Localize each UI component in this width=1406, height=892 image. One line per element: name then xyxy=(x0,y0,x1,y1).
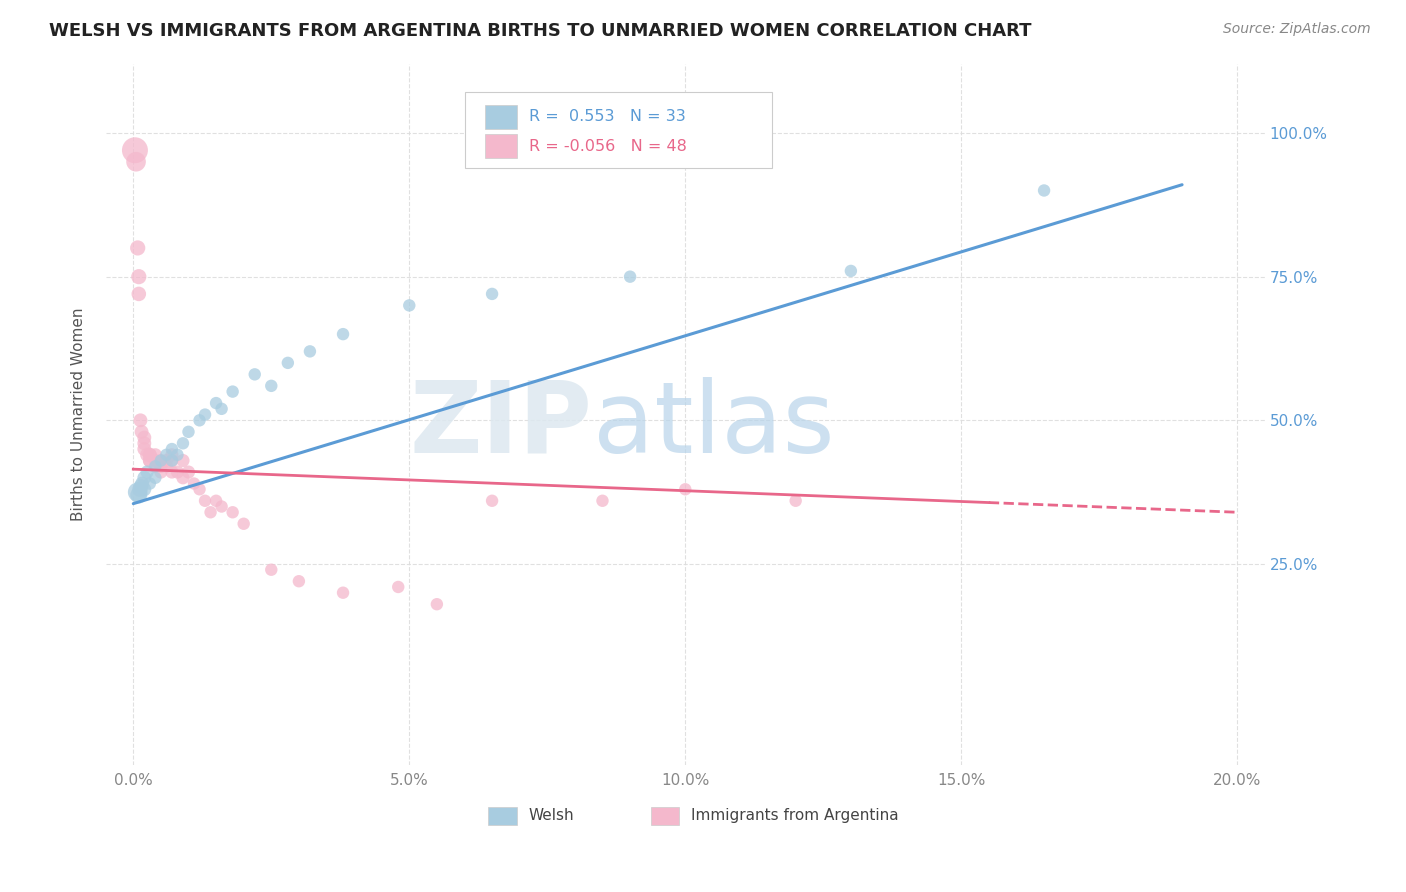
Point xyxy=(1033,184,1056,198)
Point xyxy=(134,442,156,456)
Point xyxy=(139,453,162,467)
Point xyxy=(149,453,172,467)
Point xyxy=(145,459,167,474)
Point xyxy=(172,453,194,467)
Point xyxy=(785,493,807,508)
Text: R = -0.056   N = 48: R = -0.056 N = 48 xyxy=(529,138,686,153)
Point xyxy=(200,505,222,519)
Point xyxy=(211,500,233,514)
Point xyxy=(134,471,156,485)
Bar xyxy=(651,807,679,825)
Point xyxy=(160,453,183,467)
Point xyxy=(145,459,167,474)
Point xyxy=(155,459,177,474)
Point xyxy=(619,269,641,284)
Point xyxy=(177,465,200,479)
Point xyxy=(139,476,162,491)
Point xyxy=(839,264,862,278)
Point xyxy=(139,448,162,462)
Text: ZIP: ZIP xyxy=(409,376,592,474)
Point xyxy=(232,516,254,531)
Point xyxy=(124,143,146,157)
Point xyxy=(221,505,243,519)
Bar xyxy=(485,134,517,158)
Point xyxy=(125,154,148,169)
Point xyxy=(149,459,172,474)
Point xyxy=(129,413,152,427)
Point xyxy=(160,442,183,456)
Point xyxy=(160,453,183,467)
Point xyxy=(481,493,503,508)
Point xyxy=(128,269,150,284)
Point xyxy=(194,493,217,508)
Point xyxy=(260,563,283,577)
Point xyxy=(426,597,449,611)
Point xyxy=(673,483,696,497)
FancyBboxPatch shape xyxy=(465,92,772,168)
Point xyxy=(134,483,156,497)
Text: Immigrants from Argentina: Immigrants from Argentina xyxy=(692,808,898,823)
Y-axis label: Births to Unmarried Women: Births to Unmarried Women xyxy=(72,308,86,521)
Point xyxy=(145,471,167,485)
Point xyxy=(131,476,153,491)
Text: Welsh: Welsh xyxy=(529,808,575,823)
Point xyxy=(155,453,177,467)
Point xyxy=(172,436,194,450)
Point xyxy=(160,465,183,479)
Point xyxy=(177,425,200,439)
Point xyxy=(205,493,228,508)
Point xyxy=(149,459,172,474)
Text: atlas: atlas xyxy=(592,376,834,474)
Point xyxy=(387,580,409,594)
Point xyxy=(592,493,614,508)
Point xyxy=(134,431,156,445)
Point xyxy=(398,298,420,312)
Point xyxy=(194,408,217,422)
Point xyxy=(188,413,211,427)
Point xyxy=(155,448,177,462)
Bar xyxy=(488,807,517,825)
Point xyxy=(188,483,211,497)
Point xyxy=(127,241,149,255)
Text: Source: ZipAtlas.com: Source: ZipAtlas.com xyxy=(1223,22,1371,37)
Point xyxy=(129,479,152,493)
Point xyxy=(136,448,159,462)
Point xyxy=(128,286,150,301)
Point xyxy=(205,396,228,410)
Point xyxy=(136,465,159,479)
Point xyxy=(139,448,162,462)
Point xyxy=(145,453,167,467)
Point xyxy=(139,453,162,467)
Point xyxy=(172,471,194,485)
Point xyxy=(481,286,503,301)
Point xyxy=(211,401,233,416)
Point xyxy=(260,379,283,393)
Bar xyxy=(485,104,517,128)
Point xyxy=(332,585,354,599)
Point xyxy=(134,436,156,450)
Text: R =  0.553   N = 33: R = 0.553 N = 33 xyxy=(529,109,686,124)
Point xyxy=(243,368,266,382)
Point xyxy=(298,344,321,359)
Point xyxy=(277,356,299,370)
Point xyxy=(221,384,243,399)
Point xyxy=(288,574,311,589)
Point xyxy=(166,448,188,462)
Point xyxy=(127,485,149,500)
Text: WELSH VS IMMIGRANTS FROM ARGENTINA BIRTHS TO UNMARRIED WOMEN CORRELATION CHART: WELSH VS IMMIGRANTS FROM ARGENTINA BIRTH… xyxy=(49,22,1032,40)
Point xyxy=(166,465,188,479)
Point xyxy=(183,476,205,491)
Point xyxy=(131,425,153,439)
Point xyxy=(149,465,172,479)
Point xyxy=(145,448,167,462)
Point xyxy=(128,488,150,502)
Point xyxy=(149,453,172,467)
Point xyxy=(332,327,354,342)
Point xyxy=(160,448,183,462)
Point xyxy=(129,483,152,497)
